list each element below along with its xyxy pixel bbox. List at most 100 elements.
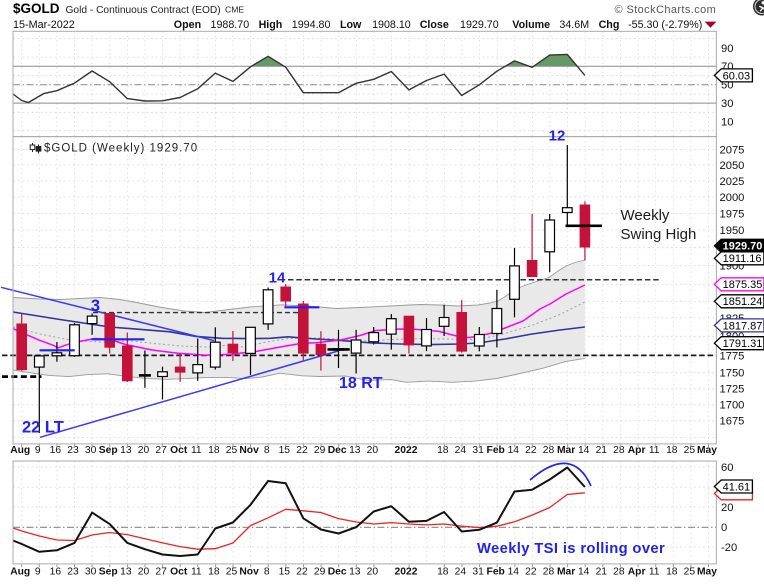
svg-text:41.61: 41.61: [723, 481, 751, 493]
svg-text:14: 14: [578, 445, 590, 456]
svg-text:34.6M: 34.6M: [559, 19, 589, 31]
svg-text:28: 28: [543, 445, 555, 456]
svg-text:1950: 1950: [720, 225, 745, 237]
svg-text:23: 23: [67, 445, 79, 456]
svg-text:25: 25: [226, 445, 238, 456]
svg-text:29: 29: [314, 445, 326, 456]
svg-text:Feb: Feb: [487, 445, 505, 456]
svg-text:20: 20: [721, 502, 733, 514]
svg-text:2050: 2050: [720, 160, 745, 172]
svg-text:Weekly TSI is rolling over: Weekly TSI is rolling over: [477, 541, 665, 557]
svg-text:Aug: Aug: [10, 567, 30, 578]
svg-text:18: 18: [437, 445, 449, 456]
svg-text:$GOLD (Weekly) 1929.70: $GOLD (Weekly) 1929.70: [44, 143, 198, 155]
svg-text:2022: 2022: [395, 567, 418, 578]
svg-text:27: 27: [155, 567, 167, 578]
svg-text:Swing High: Swing High: [621, 226, 697, 243]
svg-text:1911.16: 1911.16: [723, 253, 762, 265]
svg-text:Oct: Oct: [170, 445, 188, 456]
svg-text:2075: 2075: [720, 144, 745, 156]
svg-text:25: 25: [226, 567, 238, 578]
svg-text:11: 11: [191, 445, 202, 456]
svg-text:12: 12: [549, 128, 566, 145]
svg-text:Apr: Apr: [628, 567, 646, 578]
svg-text:Aug: Aug: [10, 445, 30, 456]
svg-text:Mar: Mar: [557, 445, 575, 456]
svg-text:31: 31: [472, 567, 484, 578]
svg-text:15-Mar-2022: 15-Mar-2022: [13, 19, 75, 31]
svg-text:18: 18: [208, 445, 220, 456]
svg-text:1725: 1725: [720, 384, 745, 396]
svg-text:18: 18: [208, 567, 220, 578]
svg-text:9: 9: [35, 445, 41, 456]
svg-text:© StockCharts.com: © StockCharts.com: [615, 4, 717, 16]
svg-text:13: 13: [120, 567, 132, 578]
svg-text:1908.10: 1908.10: [372, 19, 411, 31]
svg-text:20: 20: [138, 567, 150, 578]
svg-text:16: 16: [50, 445, 62, 456]
svg-text:25: 25: [684, 567, 696, 578]
svg-text:18: 18: [437, 567, 449, 578]
svg-text:14: 14: [578, 567, 590, 578]
svg-text:60: 60: [721, 462, 733, 474]
svg-text:21: 21: [596, 445, 608, 456]
svg-text:20: 20: [367, 567, 379, 578]
svg-text:1675: 1675: [720, 416, 745, 428]
svg-text:28: 28: [543, 567, 555, 578]
svg-text:22: 22: [525, 567, 537, 578]
svg-text:Dec: Dec: [328, 567, 347, 578]
svg-text:13: 13: [120, 445, 132, 456]
svg-text:1750: 1750: [720, 368, 745, 380]
svg-text:23: 23: [67, 567, 79, 578]
svg-text:11: 11: [649, 445, 660, 456]
svg-text:Sep: Sep: [99, 567, 118, 578]
svg-text:1700: 1700: [720, 400, 745, 412]
svg-text:Close: Close: [420, 19, 449, 31]
svg-text:Feb: Feb: [487, 567, 505, 578]
svg-text:14: 14: [508, 567, 520, 578]
svg-text:31: 31: [472, 445, 484, 456]
svg-text:1875.35: 1875.35: [723, 279, 763, 291]
svg-text:1817.87: 1817.87: [723, 320, 763, 332]
svg-text:Nov: Nov: [239, 445, 259, 456]
svg-text:22 LT: 22 LT: [22, 419, 64, 437]
svg-text:15: 15: [279, 567, 291, 578]
svg-text:-55.30 (-2.79%): -55.30 (-2.79%): [628, 19, 702, 31]
svg-text:CME: CME: [225, 5, 244, 15]
svg-text:14: 14: [508, 445, 520, 456]
svg-text:60.03: 60.03: [723, 70, 751, 82]
svg-text:22: 22: [296, 567, 308, 578]
svg-text:18: 18: [666, 445, 678, 456]
svg-text:May: May: [697, 445, 717, 456]
svg-text:2000: 2000: [720, 192, 745, 204]
svg-text:Dec: Dec: [328, 445, 347, 456]
svg-text:Nov: Nov: [239, 567, 259, 578]
svg-text:Sep: Sep: [99, 445, 118, 456]
svg-text:15: 15: [279, 445, 291, 456]
svg-text:Weekly: Weekly: [621, 207, 670, 224]
svg-text:18 RT: 18 RT: [339, 375, 383, 392]
svg-text:1775: 1775: [720, 350, 745, 362]
svg-text:24: 24: [455, 567, 467, 578]
svg-text:13: 13: [349, 445, 361, 456]
svg-text:14: 14: [269, 270, 286, 287]
svg-text:1994.80: 1994.80: [292, 19, 331, 31]
svg-text:9: 9: [35, 567, 41, 578]
svg-text:$GOLD: $GOLD: [13, 1, 60, 16]
svg-text:20: 20: [367, 445, 379, 456]
svg-text:1929.70: 1929.70: [460, 19, 499, 31]
svg-text:Gold - Continuous Contract (EO: Gold - Continuous Contract (EOD): [66, 5, 221, 16]
svg-text:Mar: Mar: [557, 567, 575, 578]
svg-text:2022: 2022: [395, 445, 418, 456]
svg-text:13: 13: [349, 567, 361, 578]
svg-text:21: 21: [596, 567, 608, 578]
svg-text:22: 22: [296, 445, 308, 456]
svg-text:29: 29: [314, 567, 326, 578]
svg-text:22: 22: [525, 445, 537, 456]
svg-text:May: May: [697, 567, 717, 578]
svg-text:11: 11: [649, 567, 660, 578]
svg-text:30: 30: [721, 98, 733, 110]
svg-text:Apr: Apr: [628, 445, 646, 456]
svg-text:24: 24: [455, 445, 467, 456]
svg-text:28: 28: [613, 445, 625, 456]
